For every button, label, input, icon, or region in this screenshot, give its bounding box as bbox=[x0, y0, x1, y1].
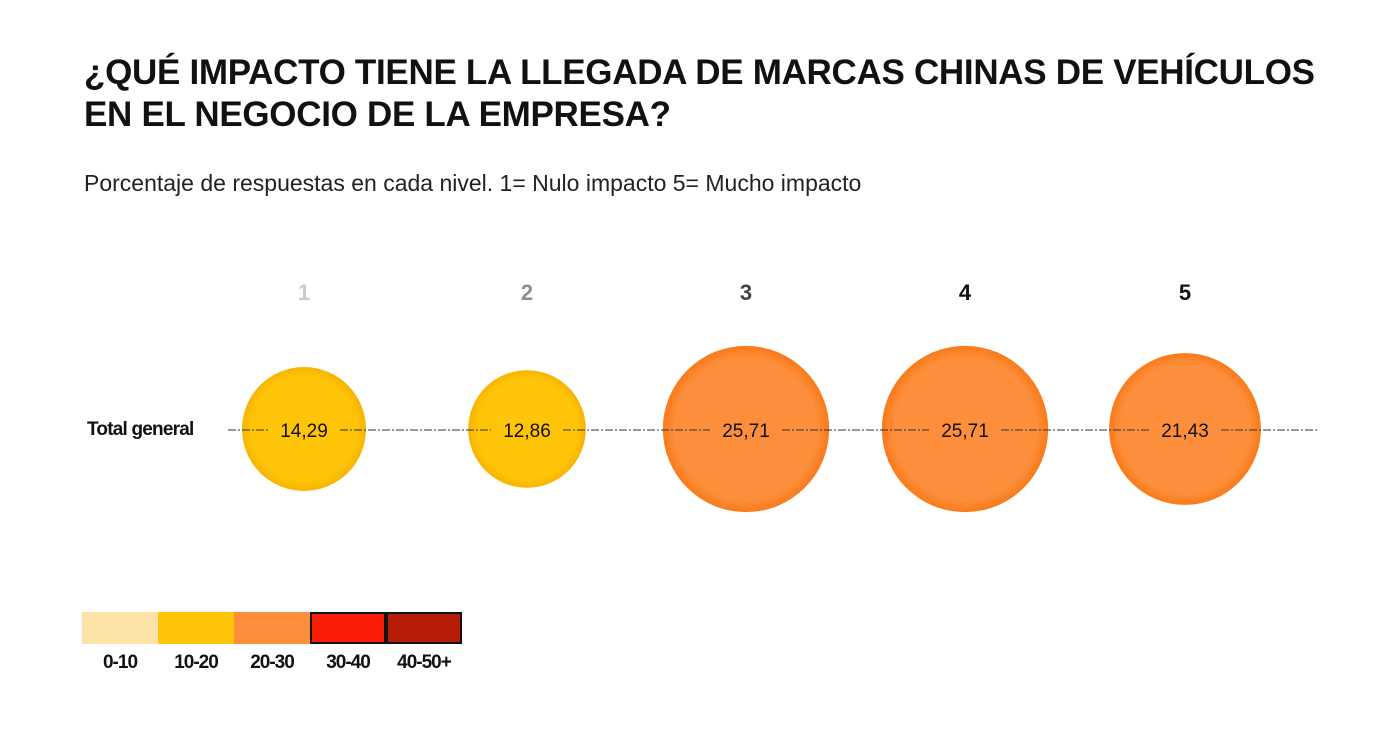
legend-label: 30-40 bbox=[326, 652, 371, 673]
title-line-2: EN EL NEGOCIO DE LA EMPRESA? bbox=[84, 95, 671, 134]
column-header-2: 2 bbox=[521, 280, 533, 305]
column-header-1: 1 bbox=[298, 280, 310, 305]
legend-swatch bbox=[82, 612, 158, 644]
title-line-1: ¿QUÉ IMPACTO TIENE LA LLEGADA DE MARCAS … bbox=[84, 53, 1315, 92]
column-header-4: 4 bbox=[959, 280, 972, 305]
legend-label: 0-10 bbox=[102, 652, 138, 673]
legend-labels: 0-10 10-20 20-30 30-40 40-50+ bbox=[82, 652, 462, 674]
column-header-5: 5 bbox=[1179, 280, 1191, 305]
bubble-5 bbox=[1109, 353, 1261, 505]
legend-label: 40-50+ bbox=[397, 652, 452, 673]
data-label: 25,71 bbox=[941, 421, 989, 442]
legend-swatch bbox=[158, 612, 234, 644]
bubble-2 bbox=[468, 370, 586, 488]
bubble-3 bbox=[662, 345, 830, 513]
color-legend bbox=[82, 612, 462, 644]
bubble-4 bbox=[881, 345, 1049, 513]
data-label: 25,71 bbox=[722, 421, 770, 442]
chart-title: ¿QUÉ IMPACTO TIENE LA LLEGADA DE MARCAS … bbox=[84, 52, 1315, 136]
column-header-3: 3 bbox=[740, 280, 752, 305]
legend-swatch bbox=[310, 612, 386, 644]
data-label: 12,86 bbox=[503, 421, 551, 442]
data-label: 21,43 bbox=[1161, 421, 1209, 442]
row-label: Total general bbox=[87, 419, 193, 440]
legend-swatch bbox=[234, 612, 310, 644]
data-label: 14,29 bbox=[280, 421, 328, 442]
legend-swatch bbox=[386, 612, 462, 644]
legend-label: 10-20 bbox=[174, 652, 219, 673]
chart-subtitle: Porcentaje de respuestas en cada nivel. … bbox=[84, 170, 862, 196]
bubble-1 bbox=[242, 367, 366, 491]
legend-label: 20-30 bbox=[250, 652, 295, 673]
